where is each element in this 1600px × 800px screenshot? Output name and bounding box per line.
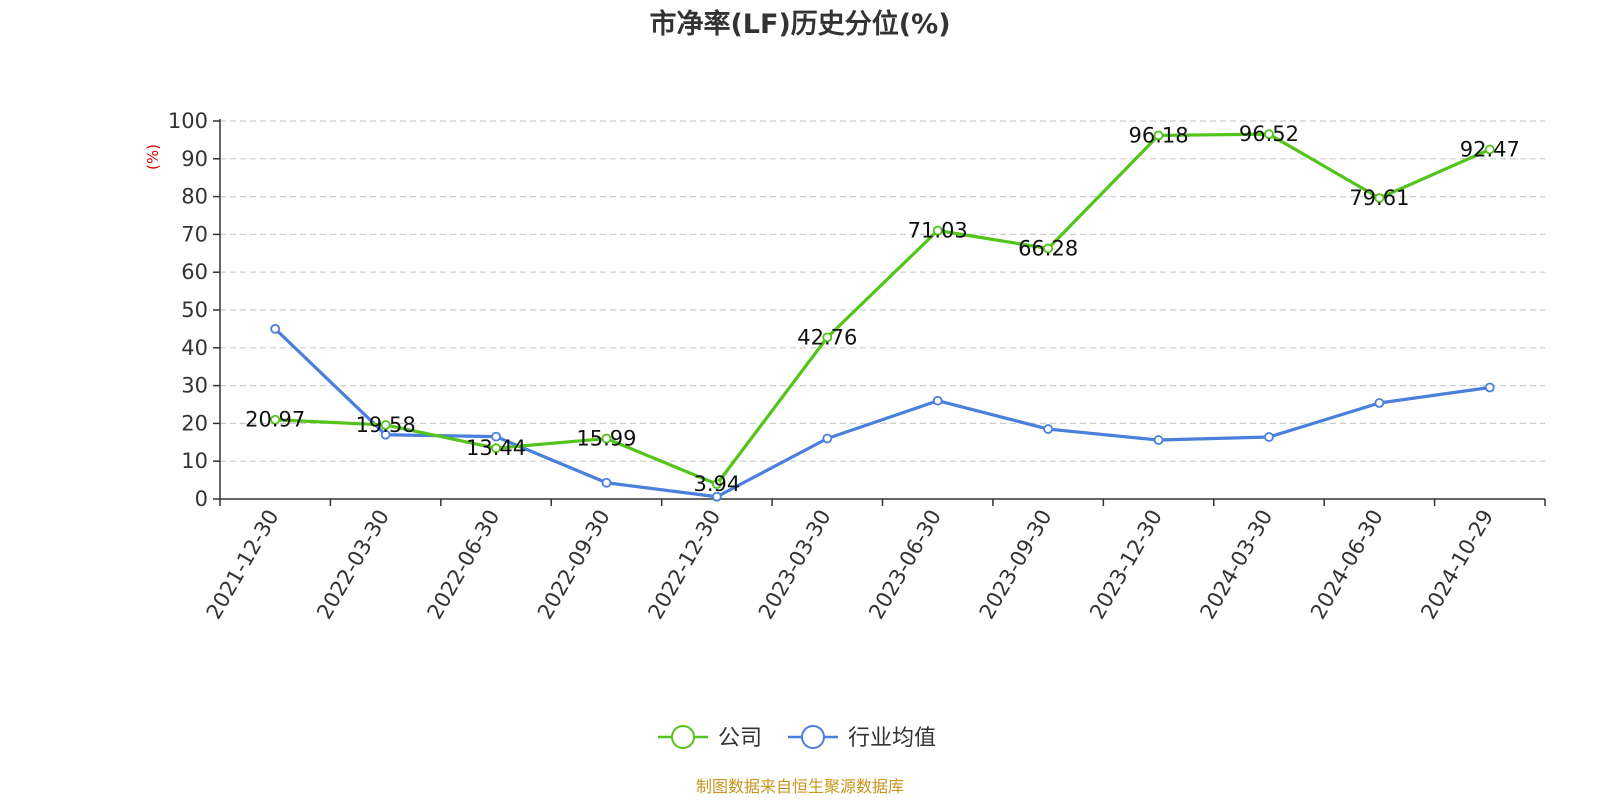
- data-point[interactable]: [270, 414, 281, 425]
- data-point[interactable]: [380, 429, 391, 440]
- data-point[interactable]: [1153, 130, 1164, 141]
- data-point[interactable]: [270, 323, 281, 334]
- data-point[interactable]: [1264, 129, 1274, 140]
- data-point[interactable]: [1374, 193, 1385, 203]
- data-label: 13.44: [466, 436, 526, 460]
- y-tick-label: 0: [195, 487, 208, 511]
- y-tick-label: 50: [181, 298, 208, 322]
- data-labels: 20.97 19.58 13.44 15.99 3.94 42.76 71.03 66.28 9…: [245, 122, 1520, 496]
- legend-marker-icon: [671, 725, 695, 749]
- data-point[interactable]: [1374, 398, 1385, 408]
- x-tick-label: 2021-12-30: [202, 506, 284, 624]
- x-tick-label: 2023-09-30: [975, 506, 1057, 624]
- data-label: 79.61: [1349, 186, 1409, 210]
- series-line-0: [275, 132, 1491, 486]
- data-label: 15.99: [576, 427, 636, 451]
- data-point[interactable]: [932, 225, 943, 236]
- y-tick-label: 20: [181, 411, 208, 435]
- x-tick-label: 2023-12-30: [1085, 506, 1167, 624]
- x-tick-label: 2023-03-30: [754, 506, 836, 624]
- data-label: 71.03: [908, 219, 968, 243]
- data-point[interactable]: [1484, 382, 1495, 393]
- data-point[interactable]: [491, 431, 501, 442]
- y-tick-label: 60: [181, 260, 208, 284]
- data-label: 92.47: [1460, 137, 1520, 161]
- y-tick-label: 90: [181, 147, 208, 171]
- data-point[interactable]: [601, 477, 612, 488]
- data-label: 96.52: [1239, 122, 1299, 146]
- legend-label: 行业均值: [848, 726, 936, 751]
- data-point[interactable]: [1043, 243, 1054, 254]
- data-label: 42.76: [797, 325, 857, 349]
- x-tick-label: 2022-09-30: [533, 506, 615, 624]
- data-point[interactable]: [822, 433, 833, 444]
- x-tick-label: 2023-06-30: [864, 505, 946, 623]
- x-tick-label: 2024-10-29: [1416, 506, 1498, 624]
- y-tick-label: 80: [181, 185, 208, 209]
- data-label: 20.97: [245, 408, 305, 432]
- data-point[interactable]: [711, 491, 722, 502]
- y-tick-label: 100: [168, 109, 208, 133]
- legend-label: 公司: [718, 726, 762, 751]
- y-tick-label: 40: [181, 336, 208, 360]
- data-point[interactable]: [601, 433, 612, 444]
- data-label: 3.94: [693, 472, 740, 496]
- legend: 公司 行业均值: [658, 725, 936, 751]
- x-tick-label: 2022-03-30: [312, 506, 394, 624]
- y-tick-label: 10: [181, 449, 208, 473]
- series-line-1: [274, 327, 1491, 499]
- data-point[interactable]: [1043, 424, 1054, 434]
- data-point[interactable]: [1484, 144, 1495, 155]
- y-axis-label: (%): [144, 144, 162, 170]
- data-point[interactable]: [822, 332, 833, 343]
- x-tick-label: 2024-06-30: [1306, 506, 1388, 624]
- data-label: 19.58: [356, 413, 416, 437]
- data-point[interactable]: [932, 395, 943, 406]
- x-tick-label: 2022-12-30: [643, 506, 725, 624]
- series-layer: [270, 129, 1495, 502]
- data-label: 66.28: [1018, 236, 1078, 260]
- x-tick-label: 2022-06-30: [423, 505, 505, 623]
- data-point[interactable]: [711, 479, 722, 490]
- chart-title: 市净率(LF)历史分位(%): [649, 8, 950, 40]
- data-label: 96.18: [1128, 123, 1188, 147]
- source-note: 制图数据来自恒生聚源数据库: [696, 777, 904, 796]
- data-point[interactable]: [491, 443, 501, 454]
- data-point[interactable]: [1264, 432, 1274, 442]
- axes: 0 10 20 30 40 50 60 70 80 90 100 2021-12-30 2022-03-…: [168, 109, 1546, 624]
- legend-marker-icon: [801, 725, 825, 749]
- data-point[interactable]: [1153, 435, 1164, 445]
- y-tick-label: 30: [181, 374, 208, 398]
- x-tick-label: 2024-03-30: [1195, 506, 1277, 624]
- y-tick-label: 70: [181, 222, 208, 246]
- legend-item-1[interactable]: 行业均值: [788, 725, 936, 751]
- data-point[interactable]: [380, 420, 391, 430]
- grid-lines: [220, 120, 1545, 462]
- legend-item-0[interactable]: 公司: [658, 725, 762, 751]
